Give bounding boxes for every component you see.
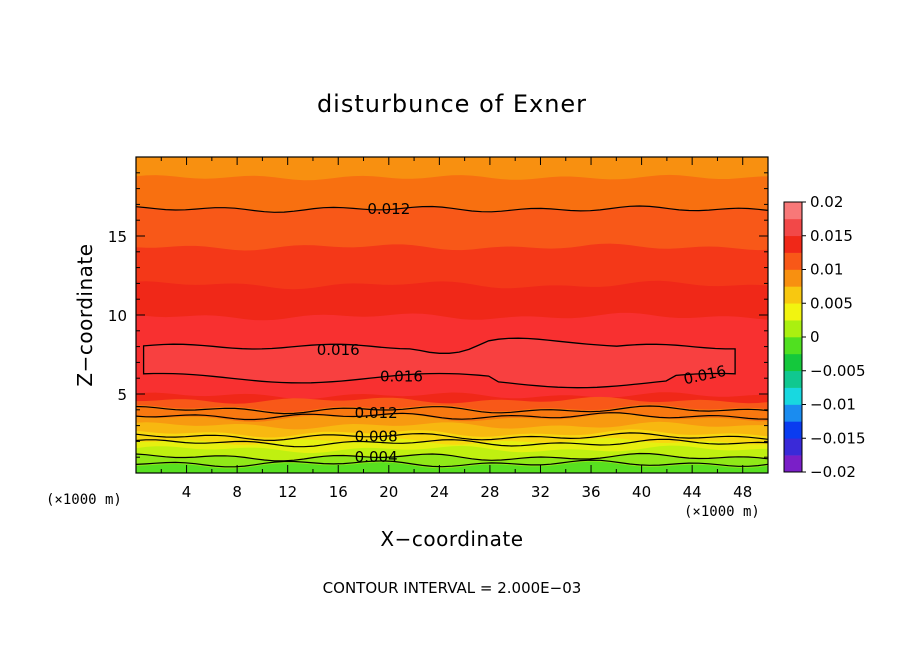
x-axis-label: X−coordinate (380, 527, 523, 551)
colorbar-swatch (784, 303, 802, 321)
x-tick-label: 4 (182, 483, 192, 501)
contour-line (135, 412, 769, 421)
x-tick-label: 28 (480, 483, 499, 501)
contour-line (135, 459, 769, 468)
y-axis-label: Z−coordinate (73, 243, 97, 386)
contour-label: 0.012 (367, 200, 410, 218)
colorbar-swatch (784, 235, 802, 253)
colorbar-tick-label: 0.005 (810, 294, 853, 312)
contour-line (135, 438, 769, 448)
contour-line (135, 405, 769, 415)
x-unit-left: (×1000 m) (46, 492, 122, 508)
colorbar-swatch (784, 218, 802, 237)
colorbar-swatch (784, 438, 802, 456)
chart-title: disturbunce of Exner (317, 90, 587, 118)
colorbar-tick-label: 0.02 (810, 193, 843, 211)
y-tick-label: 15 (108, 228, 127, 246)
y-tick-label: 10 (108, 307, 127, 325)
contour-label: 0.008 (355, 428, 398, 446)
contour-label: 0.004 (355, 448, 398, 466)
colorbar-tick-label: 0.015 (810, 227, 853, 245)
colorbar-tick-label: −0.01 (810, 396, 856, 414)
colorbar-swatch (784, 387, 802, 405)
colorbar-swatch (784, 320, 802, 338)
colorbar-tick-label: 0.01 (810, 261, 843, 279)
colorbar-tick-label: −0.02 (810, 463, 856, 481)
colorbar-swatch (784, 337, 802, 355)
colorbar-tick-label: 0 (810, 328, 820, 346)
colorbar-tick-label: −0.005 (810, 362, 866, 380)
x-tick-label: 24 (430, 483, 449, 501)
x-tick-label: 20 (379, 483, 398, 501)
contour-label: 0.012 (355, 404, 398, 422)
x-tick-label: 12 (278, 483, 297, 501)
x-tick-label: 40 (632, 483, 651, 501)
colorbar-swatch (784, 252, 802, 270)
colorbar-swatch (784, 370, 802, 388)
x-tick-label: 16 (329, 483, 348, 501)
colorbar-swatch (784, 455, 802, 473)
colorbar-swatch (784, 269, 802, 287)
contour-line (135, 452, 769, 462)
y-tick-label: 5 (117, 386, 127, 404)
colorbar: 0.02 0.015 0.01 0.005 0 −0.005 −0.01 −0.015 −0.0… (783, 193, 866, 481)
colorbar-swatch (784, 421, 802, 439)
contour-line (135, 205, 769, 213)
colorbar-swatch (784, 286, 802, 304)
colorbar-swatch (784, 404, 802, 422)
x-tick-label: 36 (581, 483, 600, 501)
x-tick-label: 32 (531, 483, 550, 501)
colorbar-swatch (784, 353, 802, 372)
colorbar-tick-label: −0.015 (810, 429, 866, 447)
x-tick-label: 8 (232, 483, 242, 501)
contour-line (135, 432, 769, 442)
contour-label: 0.016 (317, 341, 360, 359)
x-tick-label: 44 (683, 483, 702, 501)
x-tick-label: 48 (733, 483, 752, 501)
contour-line-max (142, 337, 736, 389)
contour-band (136, 461, 768, 473)
contour-interval-note: CONTOUR INTERVAL = 2.000E−03 (323, 579, 582, 597)
contour-label: 0.016 (380, 368, 423, 386)
colorbar-swatch (784, 202, 802, 220)
x-unit-right: (×1000 m) (684, 504, 760, 520)
